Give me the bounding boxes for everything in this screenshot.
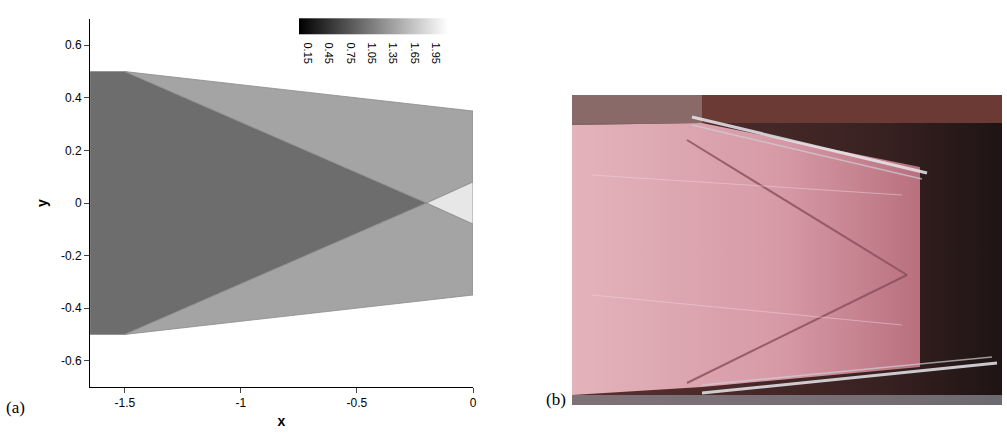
svg-text:1.35: 1.35 [387, 42, 399, 63]
svg-text:0.75: 0.75 [345, 42, 357, 63]
svg-text:0: 0 [470, 396, 477, 410]
svg-text:0.15: 0.15 [302, 42, 314, 63]
svg-text:-1.5: -1.5 [114, 396, 135, 410]
svg-text:1.65: 1.65 [408, 42, 420, 63]
svg-text:-0.5: -0.5 [347, 396, 368, 410]
html-text:(a): (a) [6, 398, 25, 417]
svg-text:-0.6: -0.6 [61, 354, 82, 368]
svg-text:-0.4: -0.4 [61, 301, 82, 315]
svg-text:x: x [278, 413, 286, 429]
html-text:(b): (b) [546, 390, 566, 409]
svg-text:0.6: 0.6 [65, 38, 82, 52]
svg-text:-0.2: -0.2 [61, 249, 82, 263]
svg-text:y: y [34, 199, 50, 207]
svg-text:1.95: 1.95 [430, 42, 442, 63]
svg-text:-1: -1 [236, 396, 247, 410]
svg-text:1.05: 1.05 [366, 42, 378, 63]
svg-text:0: 0 [75, 196, 82, 210]
svg-text:0.2: 0.2 [65, 144, 82, 158]
svg-text:0.4: 0.4 [65, 91, 82, 105]
svg-text:0.45: 0.45 [323, 42, 335, 63]
